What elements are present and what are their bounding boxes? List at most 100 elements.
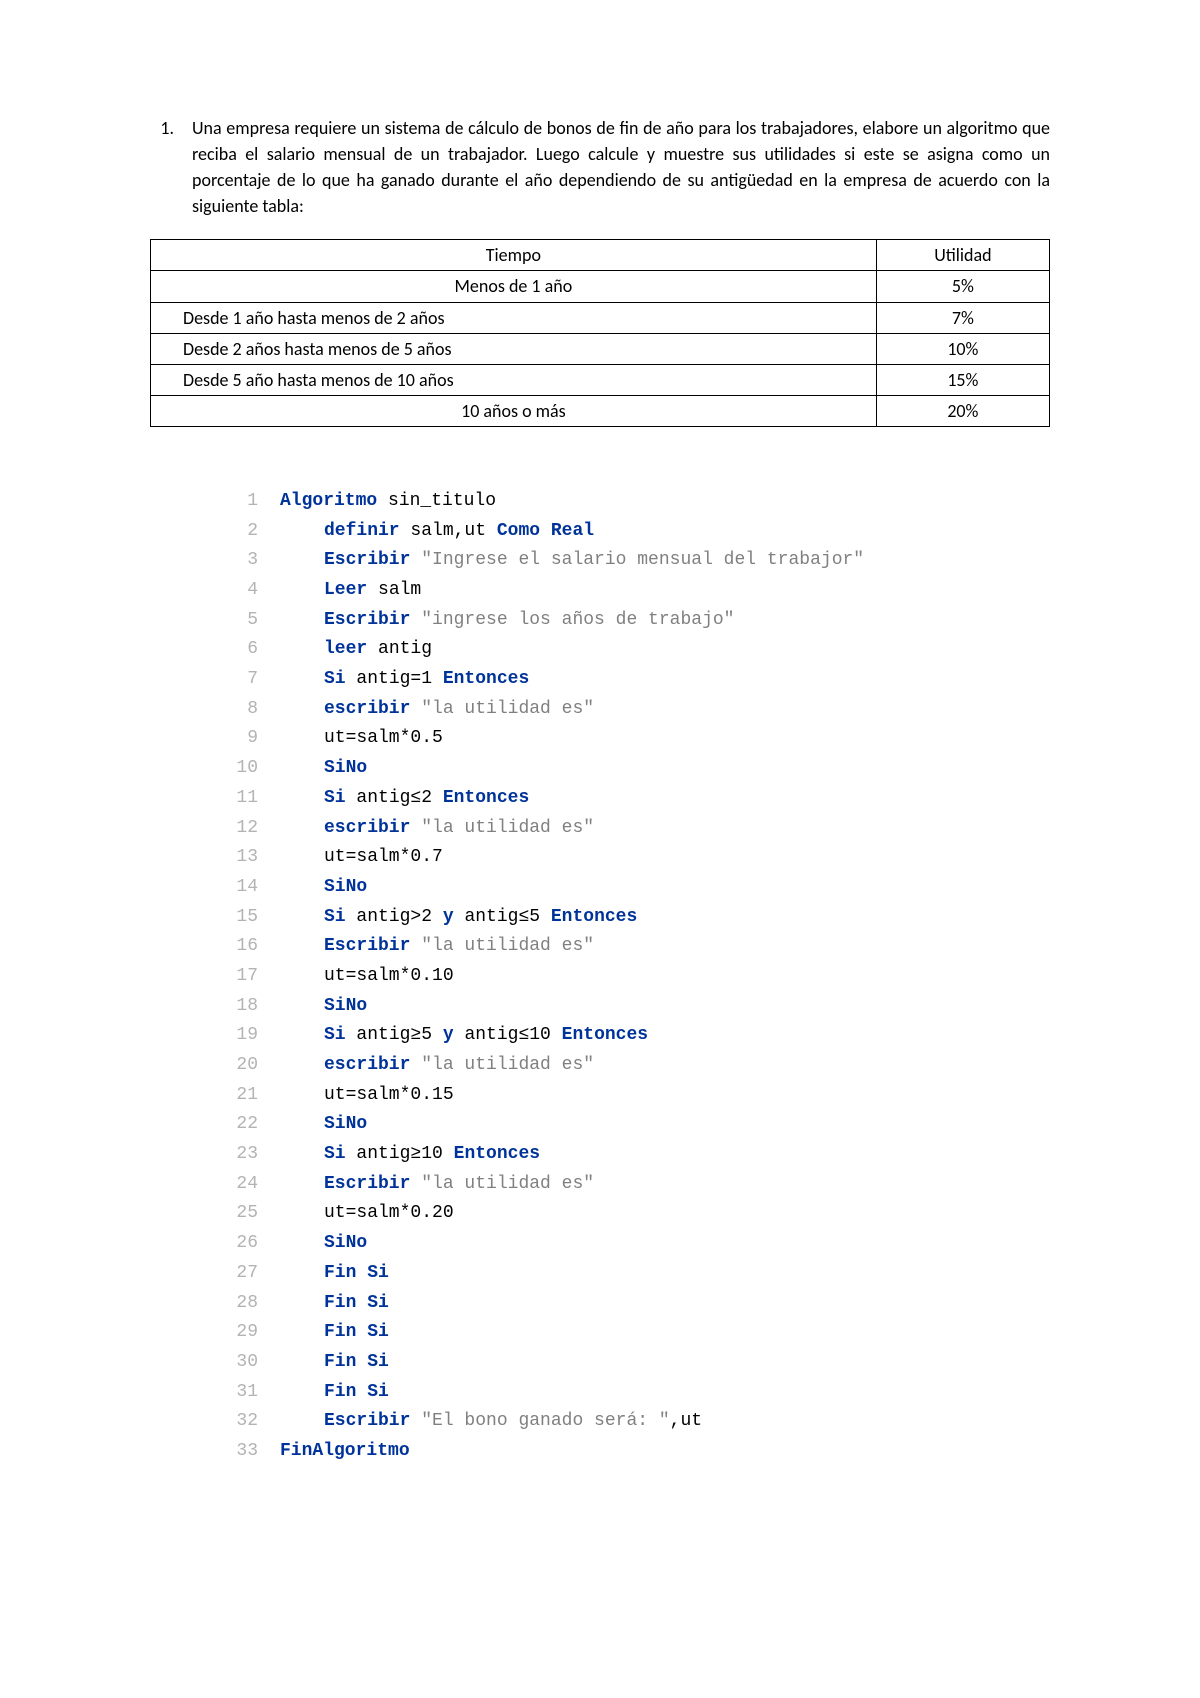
code-token-kw: y — [443, 907, 454, 927]
code-line: 20escribir "la utilidad es" — [236, 1051, 1050, 1081]
problem-statement: 1. Una empresa requiere un sistema de cá… — [150, 115, 1050, 219]
code-token-kw: Si — [324, 907, 346, 927]
code-content: SiNo — [280, 1110, 367, 1140]
code-line: 29 Fin Si — [236, 1318, 1050, 1348]
line-number: 29 — [236, 1318, 280, 1348]
code-token-kw: y — [443, 1025, 454, 1045]
code-token-kw: SiNo — [324, 996, 367, 1016]
code-token-id: ut=salm*0.7 — [324, 847, 443, 867]
code-token-id: salm — [367, 580, 421, 600]
line-number: 2 — [236, 517, 280, 547]
line-number: 27 — [236, 1259, 280, 1289]
table-row: Menos de 1 año5% — [151, 271, 1050, 302]
code-token-kw: Algoritmo — [280, 491, 377, 511]
code-line: 3Escribir "Ingrese el salario mensual de… — [236, 546, 1050, 576]
code-content: ut=salm*0.20 — [280, 1199, 454, 1229]
line-number: 31 — [236, 1378, 280, 1408]
table-cell: 5% — [876, 271, 1049, 302]
code-token-kw: SiNo — [324, 758, 367, 778]
code-line: 1Algoritmo sin_titulo — [236, 487, 1050, 517]
code-line: 24Escribir "la utilidad es" — [236, 1170, 1050, 1200]
code-line: 32Escribir "El bono ganado será: ",ut — [236, 1407, 1050, 1437]
code-line: 17 ut=salm*0.10 — [236, 962, 1050, 992]
code-content: escribir "la utilidad es" — [280, 1051, 594, 1081]
pseudocode-block: 1Algoritmo sin_titulo2definir salm,ut Co… — [236, 487, 1050, 1467]
line-number: 13 — [236, 843, 280, 873]
code-token-str: "El bono ganado será: " — [410, 1411, 669, 1431]
code-line: 18SiNo — [236, 992, 1050, 1022]
code-line: 27Fin Si — [236, 1259, 1050, 1289]
code-token-kw: Si — [324, 1144, 346, 1164]
code-line: 11Si antig≤2 Entonces — [236, 784, 1050, 814]
code-token-kw: Entonces — [551, 907, 637, 927]
code-content: Escribir "Ingrese el salario mensual del… — [280, 546, 864, 576]
line-number: 15 — [236, 903, 280, 933]
code-token-kw: escribir — [324, 1055, 410, 1075]
code-line: 23Si antig≥10 Entonces — [236, 1140, 1050, 1170]
line-number: 32 — [236, 1407, 280, 1437]
code-token-id: ,ut — [670, 1411, 702, 1431]
line-number: 14 — [236, 873, 280, 903]
code-token-kw: SiNo — [324, 1233, 367, 1253]
code-content: escribir "la utilidad es" — [280, 695, 594, 725]
code-line: 10SiNo — [236, 754, 1050, 784]
table-header-tiempo: Tiempo — [151, 240, 877, 271]
code-token-kw: Entonces — [454, 1144, 540, 1164]
code-token-kw: Fin Si — [324, 1322, 389, 1342]
table-row: Desde 1 año hasta menos de 2 años7% — [151, 302, 1050, 333]
code-token-kw: SiNo — [324, 877, 367, 897]
line-number: 11 — [236, 784, 280, 814]
code-line: 28 Fin Si — [236, 1289, 1050, 1319]
code-token-kw: Escribir — [324, 936, 410, 956]
code-token-kw: SiNo — [324, 1114, 367, 1134]
table-cell: Desde 5 año hasta menos de 10 años — [151, 364, 877, 395]
code-content: Fin Si — [280, 1378, 389, 1408]
line-number: 6 — [236, 635, 280, 665]
code-line: 19Si antig≥5 y antig≤10 Entonces — [236, 1021, 1050, 1051]
line-number: 26 — [236, 1229, 280, 1259]
line-number: 21 — [236, 1081, 280, 1111]
code-token-id: ut=salm*0.10 — [324, 966, 454, 986]
code-token-str: "la utilidad es" — [410, 818, 594, 838]
code-content: ut=salm*0.10 — [280, 962, 454, 992]
code-token-kw: Como Real — [497, 521, 594, 541]
line-number: 3 — [236, 546, 280, 576]
table-row: Desde 5 año hasta menos de 10 años15% — [151, 364, 1050, 395]
code-content: Fin Si — [280, 1318, 389, 1348]
code-content: Si antig=1 Entonces — [280, 665, 529, 695]
table-row: Desde 2 años hasta menos de 5 años10% — [151, 333, 1050, 364]
code-token-kw: Si — [324, 1025, 346, 1045]
code-line: 13 ut=salm*0.7 — [236, 843, 1050, 873]
code-token-kw: Fin Si — [324, 1293, 389, 1313]
code-line: 22 SiNo — [236, 1110, 1050, 1140]
code-token-str: "Ingrese el salario mensual del trabajor… — [410, 550, 864, 570]
code-token-kw: Entonces — [562, 1025, 648, 1045]
table-cell: Desde 1 año hasta menos de 2 años — [151, 302, 877, 333]
code-token-id: antig>2 — [346, 907, 443, 927]
line-number: 22 — [236, 1110, 280, 1140]
code-token-id: antig — [367, 639, 432, 659]
table-header-row: Tiempo Utilidad — [151, 240, 1050, 271]
code-content: Si antig≥10 Entonces — [280, 1140, 540, 1170]
line-number: 20 — [236, 1051, 280, 1081]
line-number: 17 — [236, 962, 280, 992]
code-token-kw: Entonces — [443, 788, 529, 808]
code-content: Escribir "la utilidad es" — [280, 1170, 594, 1200]
code-line: 7Si antig=1 Entonces — [236, 665, 1050, 695]
code-token-kw: Leer — [324, 580, 367, 600]
code-token-str: "ingrese los años de trabajo" — [410, 610, 734, 630]
code-token-id: antig≤10 — [454, 1025, 562, 1045]
line-number: 5 — [236, 606, 280, 636]
code-content: ut=salm*0.15 — [280, 1081, 454, 1111]
line-number: 9 — [236, 724, 280, 754]
code-content: FinAlgoritmo — [280, 1437, 410, 1467]
code-line: 8escribir "la utilidad es" — [236, 695, 1050, 725]
code-token-id: salm,ut — [400, 521, 497, 541]
code-token-kw: Escribir — [324, 550, 410, 570]
code-token-kw: Fin Si — [324, 1382, 389, 1402]
code-token-kw: Si — [324, 788, 346, 808]
table-cell: 20% — [876, 395, 1049, 426]
code-content: SiNo — [280, 873, 367, 903]
table-cell: Desde 2 años hasta menos de 5 años — [151, 333, 877, 364]
line-number: 28 — [236, 1289, 280, 1319]
